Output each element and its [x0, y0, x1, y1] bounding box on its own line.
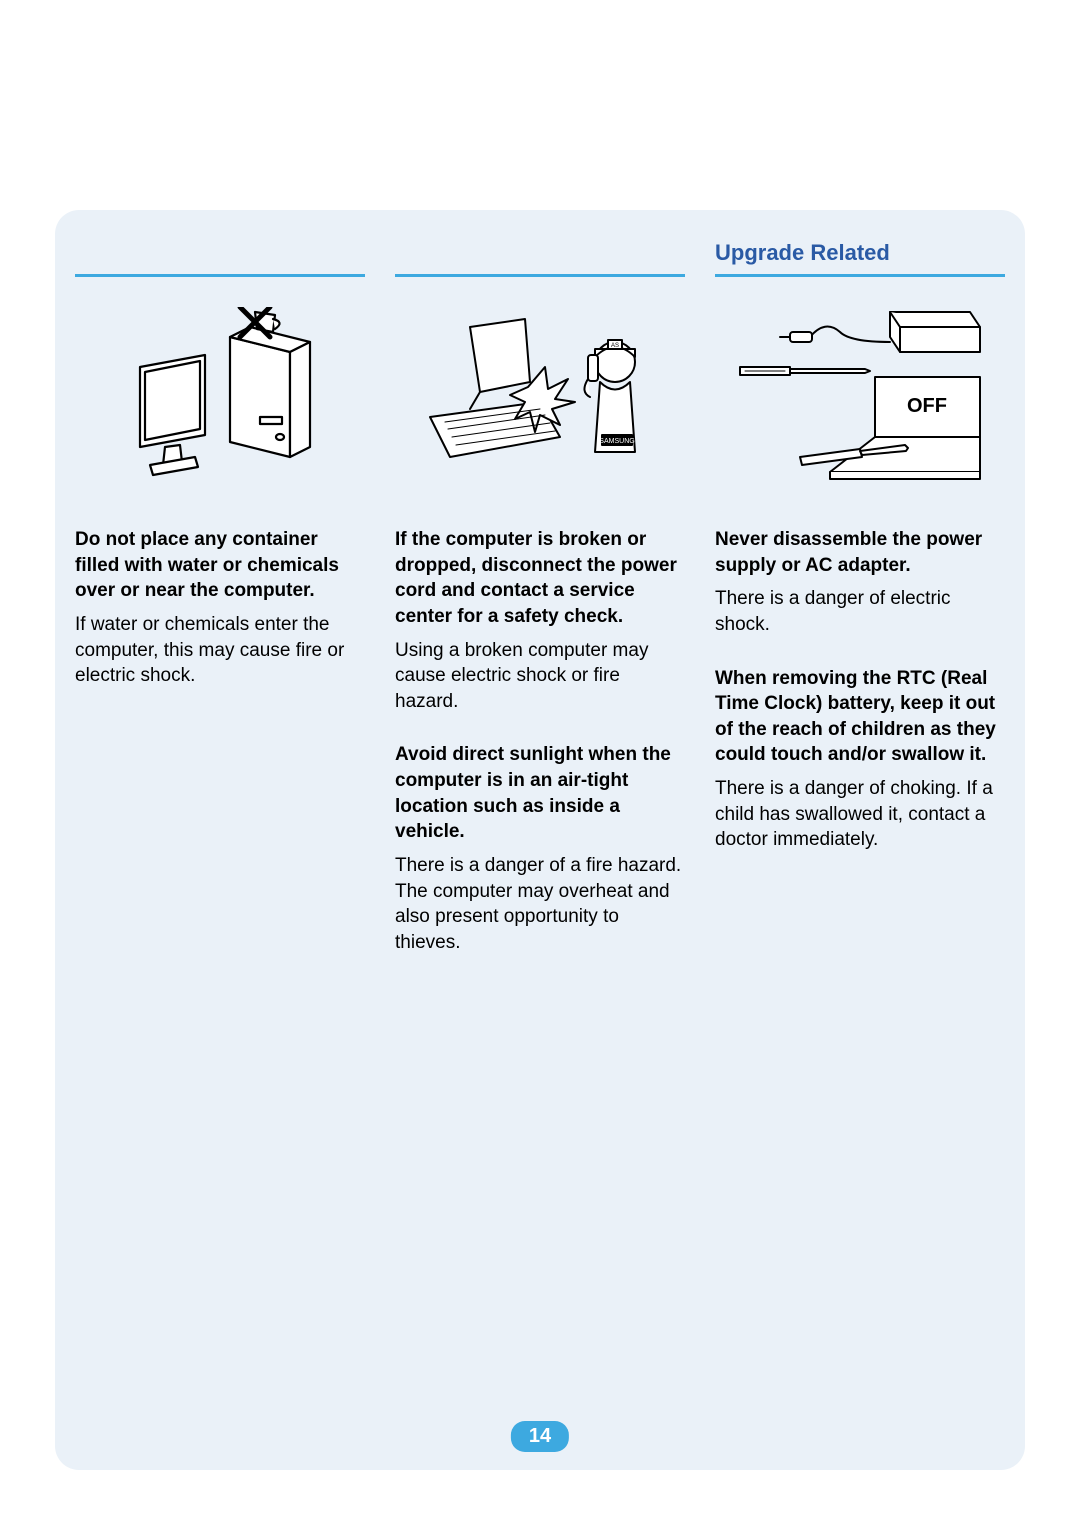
illustration-computer-cup — [75, 307, 365, 487]
left-block-0-bold: Do not place any container filled with w… — [75, 527, 365, 604]
left-rule — [75, 274, 365, 277]
middle-block-0: If the computer is broken or dropped, di… — [395, 527, 685, 714]
right-block-1: When removing the RTC (Real Time Clock) … — [715, 666, 1005, 853]
svg-text:AS: AS — [611, 343, 619, 349]
middle-block-0-body: Using a broken computer may cause electr… — [395, 638, 685, 715]
page-number-badge: 14 — [511, 1421, 569, 1452]
left-block-0-body: If water or chemicals enter the computer… — [75, 612, 365, 689]
middle-rule — [395, 274, 685, 277]
manual-page: Do not place any container filled with w… — [55, 210, 1025, 1470]
right-rule — [715, 274, 1005, 277]
right-block-0: Never disassemble the power supply or AC… — [715, 527, 1005, 638]
right-heading: Upgrade Related — [715, 240, 1005, 268]
middle-block-1-bold: Avoid direct sunlight when the computer … — [395, 742, 685, 845]
column-left: Do not place any container filled with w… — [75, 240, 365, 984]
middle-heading — [395, 240, 685, 268]
right-block-0-bold: Never disassemble the power supply or AC… — [715, 527, 1005, 578]
middle-block-0-bold: If the computer is broken or dropped, di… — [395, 527, 685, 630]
middle-block-1-body: There is a danger of a fire hazard. The … — [395, 853, 685, 956]
right-block-0-body: There is a danger of electric shock. — [715, 586, 1005, 637]
column-middle: AS SAMSUNG If the computer is broken or … — [395, 240, 685, 984]
svg-text:SAMSUNG: SAMSUNG — [599, 438, 634, 445]
illustration-adapter-off-laptop: OFF — [715, 307, 1005, 487]
columns-container: Do not place any container filled with w… — [75, 240, 1005, 984]
illustration-broken-laptop-service: AS SAMSUNG — [395, 307, 685, 487]
right-block-1-body: There is a danger of choking. If a child… — [715, 776, 1005, 853]
left-block-0: Do not place any container filled with w… — [75, 527, 365, 689]
column-right: Upgrade Related — [715, 240, 1005, 984]
middle-block-1: Avoid direct sunlight when the computer … — [395, 742, 685, 955]
right-block-1-bold: When removing the RTC (Real Time Clock) … — [715, 666, 1005, 769]
left-heading — [75, 240, 365, 268]
off-label: OFF — [907, 395, 947, 417]
